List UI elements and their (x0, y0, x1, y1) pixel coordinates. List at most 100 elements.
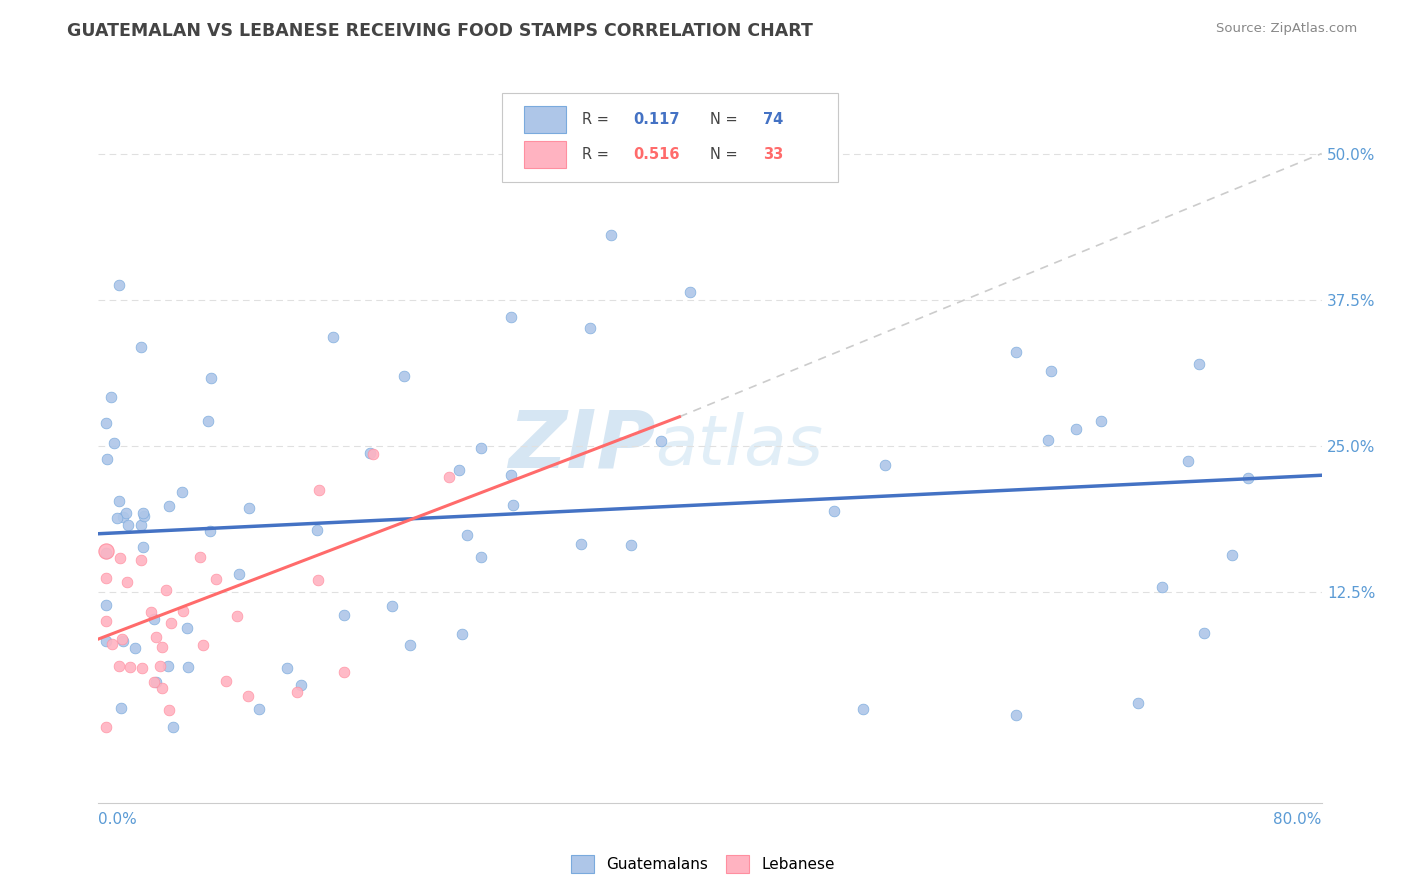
Point (197, 414, 219, 428)
Point (103, 436, 125, 450)
Point (1004, 708, 1026, 723)
Point (191, 638, 214, 652)
Point (205, 572, 228, 586)
Point (115, 574, 138, 589)
Point (94, 571, 117, 585)
Point (108, 494, 131, 508)
Point (1064, 422, 1087, 436)
Point (502, 498, 524, 512)
Point (129, 340, 152, 354)
Point (290, 678, 312, 692)
Point (129, 518, 152, 533)
Point (160, 615, 183, 630)
Point (456, 528, 478, 542)
Point (285, 684, 308, 698)
Point (470, 441, 492, 455)
Point (236, 689, 259, 703)
Text: 80.0%: 80.0% (1274, 812, 1322, 827)
Point (188, 549, 211, 564)
Point (228, 566, 250, 581)
Point (110, 551, 132, 566)
Point (620, 538, 643, 552)
Point (96, 451, 118, 466)
Point (108, 659, 131, 673)
Point (198, 524, 221, 538)
Point (112, 510, 135, 524)
Point (94, 720, 117, 734)
Point (132, 540, 155, 554)
Point (470, 549, 492, 564)
Text: atlas: atlas (655, 412, 823, 480)
Point (333, 608, 356, 623)
Point (501, 310, 523, 325)
Point (129, 553, 152, 567)
Point (499, 467, 522, 482)
Point (145, 675, 167, 690)
Point (94, 633, 117, 648)
Point (94, 544, 117, 558)
Point (100, 637, 122, 651)
Text: 0.117: 0.117 (633, 112, 679, 128)
Point (94, 598, 117, 612)
Point (172, 604, 194, 618)
Point (117, 517, 139, 532)
Text: 74: 74 (762, 112, 783, 128)
Point (157, 500, 180, 514)
Point (249, 701, 271, 715)
Point (451, 627, 474, 641)
FancyBboxPatch shape (502, 93, 838, 182)
Point (150, 681, 173, 696)
Point (142, 675, 165, 690)
Point (1220, 548, 1243, 562)
Point (437, 469, 460, 483)
Point (276, 661, 298, 675)
Point (94, 546, 117, 560)
Point (200, 371, 222, 385)
Point (305, 523, 328, 537)
FancyBboxPatch shape (524, 106, 565, 134)
Text: GUATEMALAN VS LEBANESE RECEIVING FOOD STAMPS CORRELATION CHART: GUATEMALAN VS LEBANESE RECEIVING FOOD ST… (67, 22, 813, 40)
Text: R =: R = (582, 147, 613, 162)
Point (679, 285, 702, 300)
Point (1128, 697, 1150, 711)
Point (578, 321, 600, 335)
Text: 0.516: 0.516 (633, 147, 679, 162)
Point (111, 632, 134, 646)
Text: ZIP: ZIP (508, 407, 655, 485)
FancyBboxPatch shape (524, 141, 565, 168)
Point (359, 446, 381, 460)
Point (1039, 364, 1062, 378)
Point (1090, 414, 1112, 428)
Point (145, 630, 167, 644)
Point (94, 416, 117, 430)
Point (156, 658, 179, 673)
Point (1036, 433, 1059, 447)
Point (363, 447, 385, 461)
Legend: Guatemalans, Lebanese: Guatemalans, Lebanese (567, 850, 839, 877)
Point (132, 509, 155, 524)
Point (132, 506, 155, 520)
Point (149, 659, 172, 673)
Point (110, 701, 132, 715)
Point (177, 660, 200, 674)
Text: N =: N = (710, 147, 742, 162)
Text: Source: ZipAtlas.com: Source: ZipAtlas.com (1216, 22, 1357, 36)
Point (1237, 470, 1260, 484)
Point (1152, 580, 1174, 594)
Point (150, 640, 173, 654)
Point (114, 506, 136, 520)
Text: R =: R = (582, 112, 613, 128)
Point (100, 390, 122, 404)
Point (381, 599, 404, 613)
Point (155, 583, 177, 598)
Point (308, 483, 330, 498)
Point (157, 703, 180, 717)
Point (569, 537, 592, 551)
Point (875, 458, 897, 473)
Point (392, 368, 416, 383)
Point (333, 665, 356, 680)
Point (1177, 454, 1199, 468)
Point (162, 720, 184, 734)
Point (118, 660, 141, 674)
Point (94, 615, 117, 629)
